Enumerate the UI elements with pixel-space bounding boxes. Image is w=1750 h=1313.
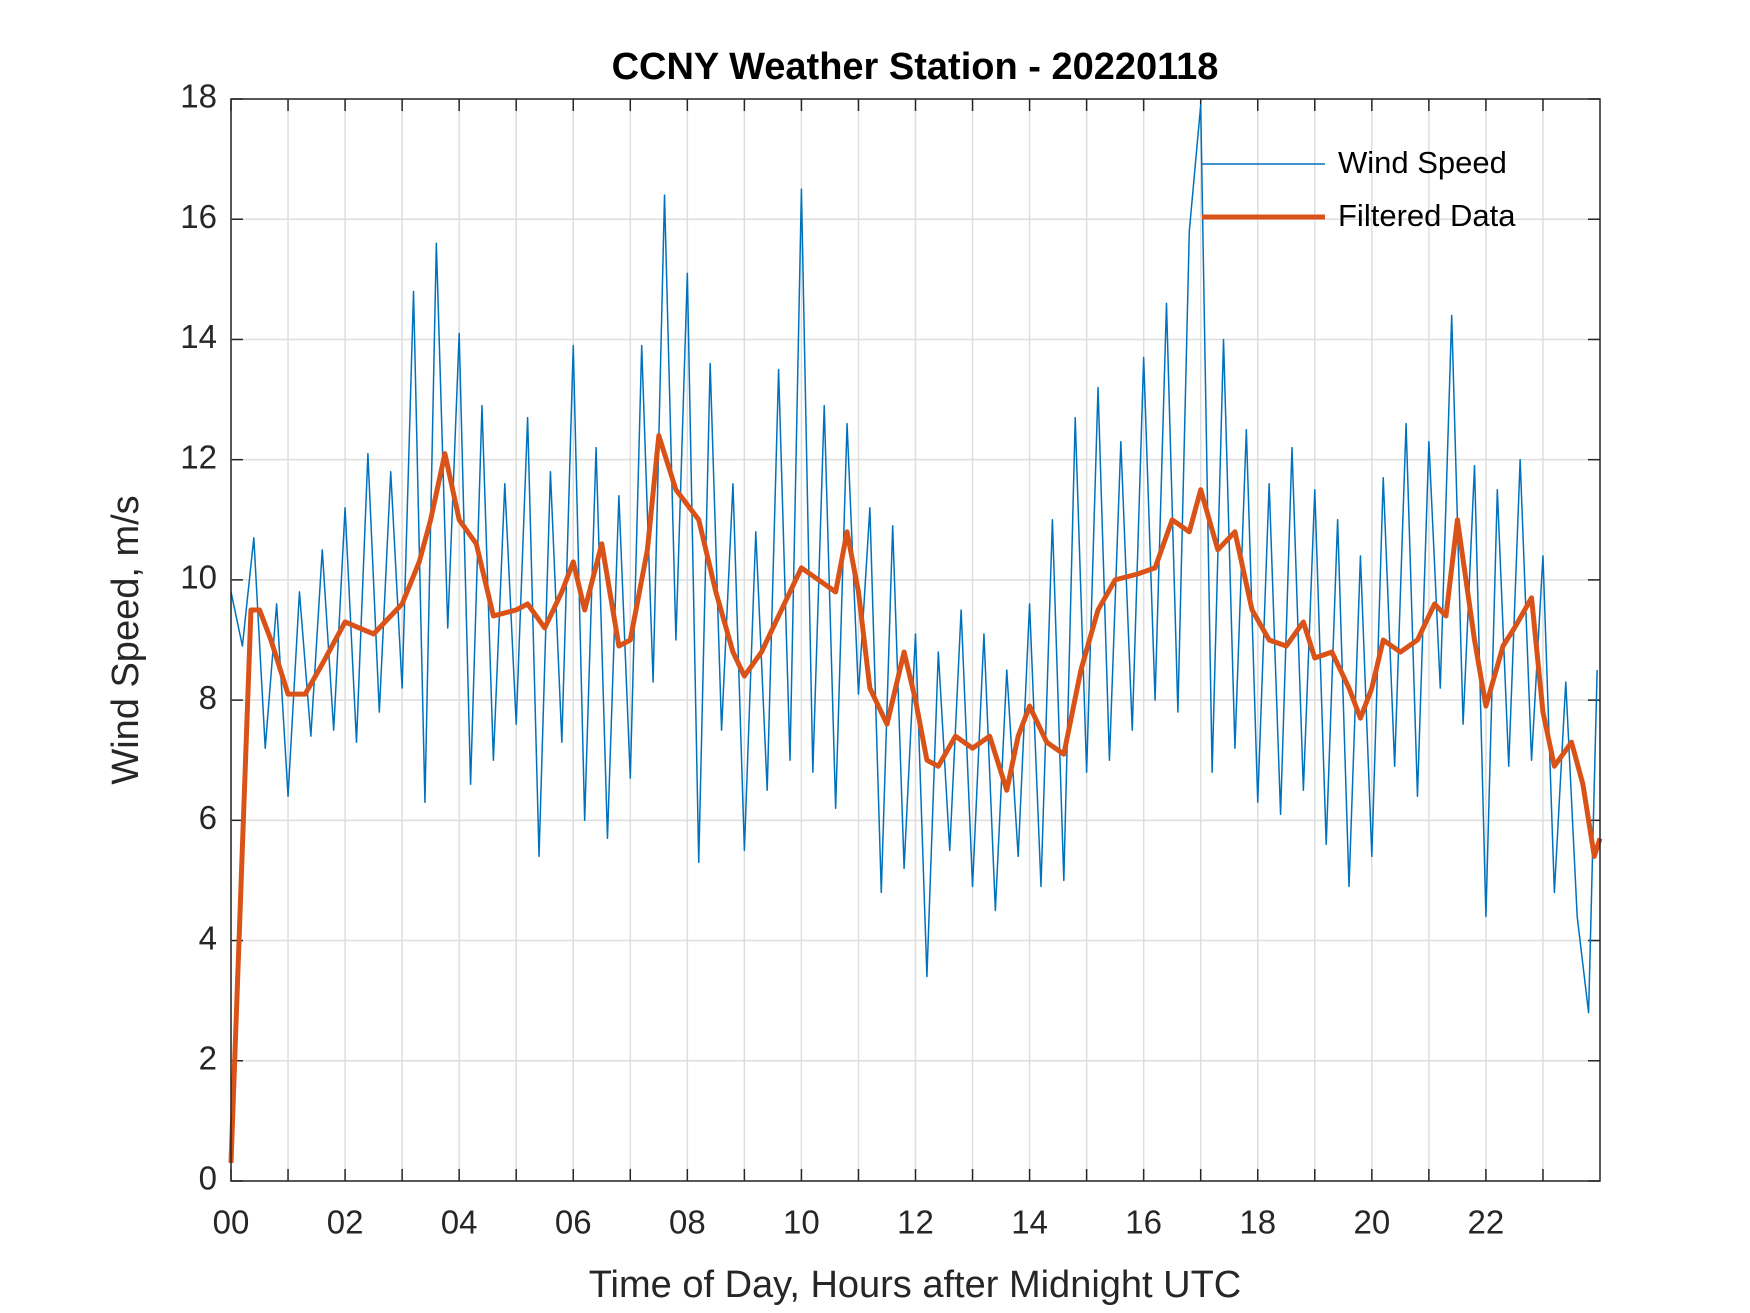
- data-line: [228, 433, 1603, 1164]
- y-tick-label: 12: [180, 438, 217, 475]
- legend: Wind Speed Filtered Data: [1202, 145, 1516, 233]
- legend-label: Filtered Data: [1338, 198, 1516, 233]
- y-tick-label: 2: [199, 1039, 217, 1076]
- y-tick-label: 0: [199, 1160, 217, 1197]
- x-tick-label: 04: [441, 1204, 478, 1241]
- x-tick-label: 14: [1011, 1204, 1048, 1241]
- x-tick-label: 20: [1353, 1204, 1390, 1241]
- y-axis-label: Wind Speed, m/s: [105, 495, 147, 784]
- y-tick-label: 4: [199, 919, 217, 956]
- y-tick-label: 10: [180, 559, 217, 596]
- y-tick-label: 18: [180, 78, 217, 115]
- x-tick-label: 10: [783, 1204, 820, 1241]
- x-tick-label: 02: [327, 1204, 364, 1241]
- x-tick-label: 08: [669, 1204, 706, 1241]
- x-tick-label: 00: [213, 1204, 250, 1241]
- x-tick-label: 12: [897, 1204, 934, 1241]
- legend-label: Wind Speed: [1338, 145, 1507, 180]
- x-tick-label: 22: [1468, 1204, 1505, 1241]
- x-tick-label: 16: [1125, 1204, 1162, 1241]
- axes-box: [230, 98, 1601, 1182]
- chart-title: CCNY Weather Station - 20220118: [612, 46, 1219, 88]
- x-axis-label: Time of Day, Hours after Midnight UTC: [589, 1264, 1242, 1306]
- y-tick-label: 16: [180, 198, 217, 235]
- data-line: [230, 104, 1598, 1014]
- x-tick-label: 06: [555, 1204, 592, 1241]
- y-tick-label: 6: [199, 799, 217, 836]
- y-tick-label: 14: [180, 318, 217, 355]
- x-tick-label: 18: [1239, 1204, 1276, 1241]
- y-tick-label: 8: [199, 679, 217, 716]
